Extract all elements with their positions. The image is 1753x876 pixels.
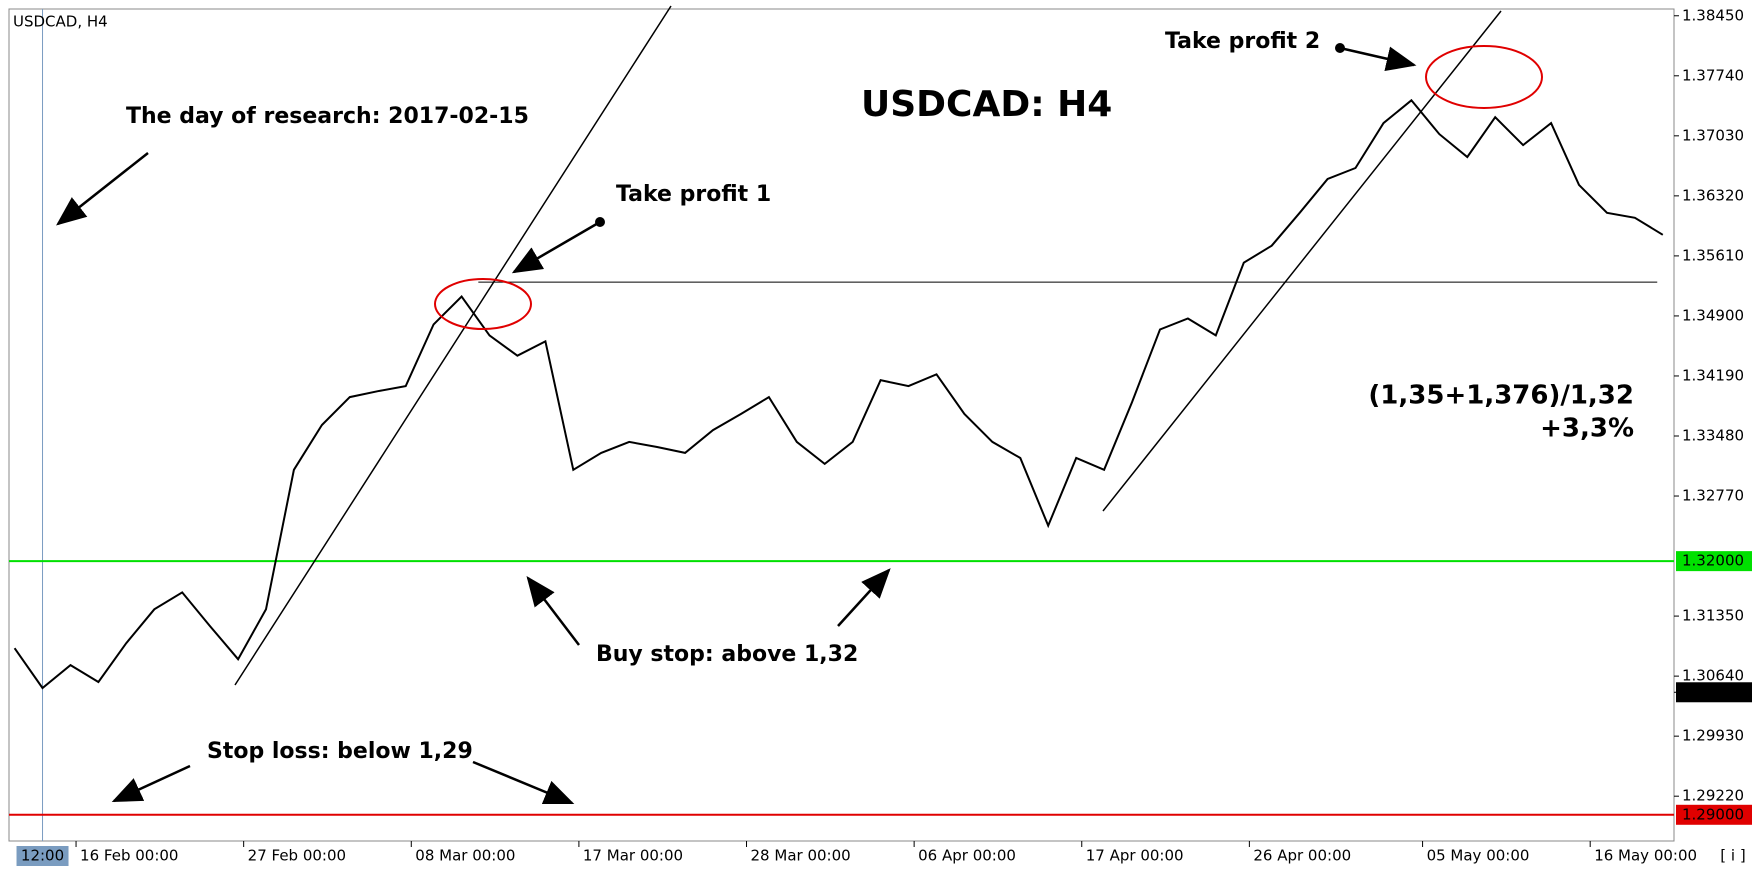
x-tick-label: 08 Mar 00:00 — [415, 847, 515, 865]
arrow — [526, 576, 580, 646]
target-ellipse — [1425, 45, 1543, 109]
y-tick-label: 1.29220 — [1682, 787, 1744, 805]
target-ellipse — [434, 278, 532, 330]
y-tick-label: 1.35610 — [1682, 246, 1744, 264]
annotation: Take profit 1 — [616, 182, 771, 207]
x-tick-label: 16 Feb 00:00 — [80, 847, 178, 865]
x-tick-label: 17 Apr 00:00 — [1086, 847, 1184, 865]
y-tick-label: 1.36320 — [1682, 186, 1744, 204]
level-label-box — [1676, 551, 1752, 572]
arrow — [511, 220, 601, 274]
y-tick-label: 1.30640 — [1682, 667, 1744, 685]
y-tick-label: 1.37740 — [1682, 66, 1744, 84]
x-tick-label: 05 May 00:00 — [1427, 847, 1530, 865]
y-tick-label: 1.34190 — [1682, 366, 1744, 384]
y-tick-label: 1.37030 — [1682, 126, 1744, 144]
chart-title: USDCAD: H4 — [861, 84, 1112, 125]
y-tick-label: 1.33480 — [1682, 426, 1744, 444]
symbol-label: USDCAD, H4 — [13, 13, 108, 31]
y-tick-label: 1.31350 — [1682, 607, 1744, 625]
arrow — [1339, 46, 1417, 72]
x-tick-label: 28 Mar 00:00 — [751, 847, 851, 865]
level-label-box — [1676, 804, 1752, 825]
level-label-box — [1676, 682, 1752, 703]
price-line — [13, 98, 1664, 690]
x-tick-label: 17 Mar 00:00 — [583, 847, 683, 865]
info-button[interactable]: [ i ] — [1720, 847, 1745, 865]
y-tick-label: 1.32770 — [1682, 487, 1744, 505]
x-tick-label: 27 Feb 00:00 — [248, 847, 346, 865]
level-label: 1.30449 — [1682, 683, 1744, 701]
annotation: Stop loss: below 1,29 — [207, 739, 473, 764]
annotation: The day of research: 2017-02-15 — [126, 104, 529, 129]
x-tick-label: 16 May 00:00 — [1594, 847, 1697, 865]
y-tick-label: 1.38450 — [1682, 6, 1744, 24]
plot-area — [8, 8, 1675, 842]
y-tick-label: 1.34900 — [1682, 306, 1744, 324]
level-label: 1.29000 — [1682, 805, 1744, 823]
arrow — [472, 760, 575, 805]
annotation: Buy stop: above 1,32 — [596, 642, 858, 667]
arrow — [111, 764, 191, 803]
y-tick-label: 1.29930 — [1682, 727, 1744, 745]
annotation: +3,3% — [1540, 414, 1634, 444]
annotation: Take profit 2 — [1165, 29, 1320, 54]
annotation: (1,35+1,376)/1,32 — [1368, 381, 1634, 411]
arrow — [56, 152, 149, 226]
trend-line — [234, 5, 672, 686]
cursor-label-box — [16, 846, 69, 866]
level-label: 1.32000 — [1682, 552, 1744, 570]
x-tick-label: 06 Apr 00:00 — [918, 847, 1016, 865]
cursor-label: 12:00 — [21, 847, 64, 865]
arrow — [837, 568, 891, 627]
x-tick-label: 26 Apr 00:00 — [1253, 847, 1351, 865]
